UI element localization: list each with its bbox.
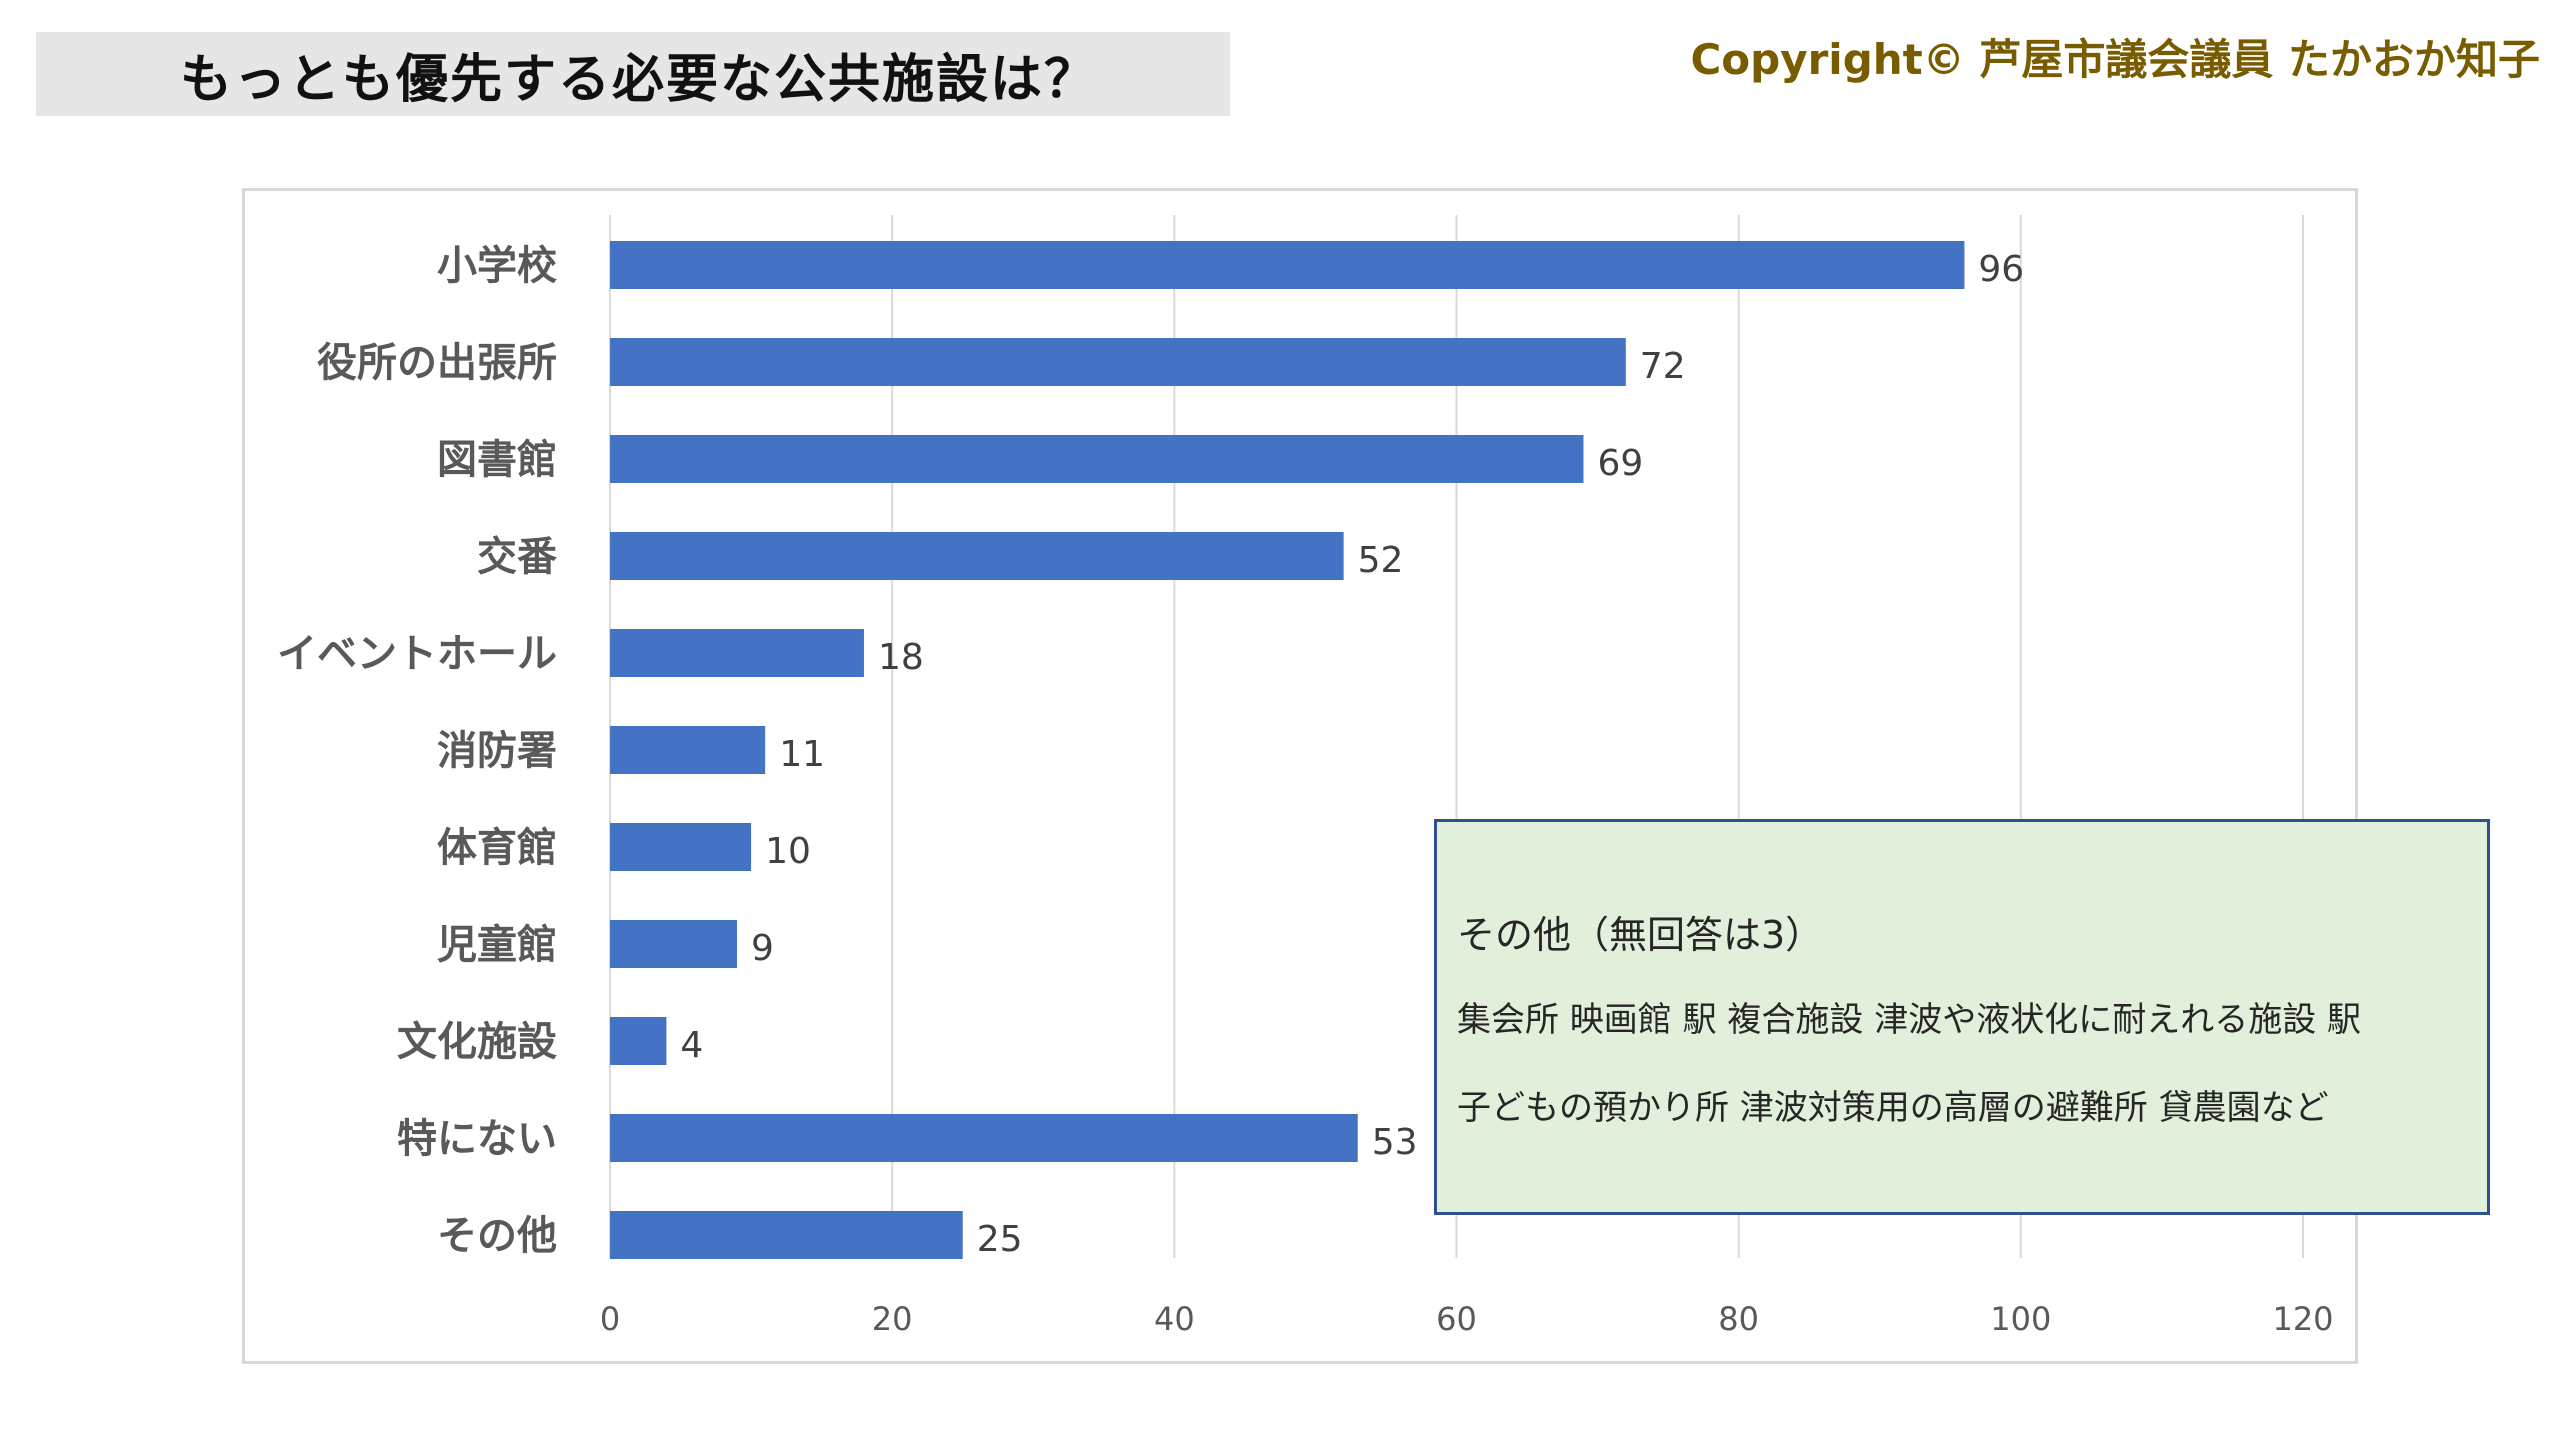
- data-label: 9: [751, 928, 774, 969]
- bar: [610, 435, 1584, 483]
- bar: [610, 1114, 1358, 1162]
- title-banner: もっとも優先する必要な公共施設は？: [36, 32, 1230, 116]
- data-label: 11: [779, 734, 825, 775]
- category-label: その他: [437, 1213, 557, 1259]
- x-tick-label: 40: [1154, 1300, 1195, 1338]
- x-tick-label: 100: [1990, 1300, 2051, 1338]
- data-label: 4: [680, 1025, 703, 1066]
- category-label: 特にない: [397, 1116, 557, 1162]
- copyright-text: Copyright© 芦屋市議会議員 たかおか知子: [1690, 35, 2540, 84]
- bar: [610, 920, 737, 968]
- data-label: 25: [977, 1219, 1023, 1260]
- other-answers-note: その他（無回答は3） 集会所 映画館 駅 複合施設 津波や液状化に耐えれる施設 …: [1434, 819, 2490, 1215]
- data-label: 18: [878, 637, 924, 678]
- note-title: その他（無回答は3）: [1457, 913, 1824, 957]
- x-tick-label: 60: [1436, 1300, 1477, 1338]
- category-label: 小学校: [437, 243, 557, 289]
- bar: [610, 532, 1344, 580]
- data-label: 53: [1372, 1122, 1418, 1163]
- category-label: 児童館: [437, 922, 557, 968]
- category-label: 体育館: [437, 825, 557, 871]
- bar: [610, 338, 1626, 386]
- bar: [610, 823, 752, 871]
- category-label: 文化施設: [397, 1019, 557, 1065]
- x-tick-label: 80: [1718, 1300, 1759, 1338]
- note-line: 集会所 映画館 駅 複合施設 津波や液状化に耐えれる施設 駅: [1457, 1000, 2362, 1040]
- x-tick-label: 0: [600, 1300, 620, 1338]
- data-label: 96: [1978, 249, 2024, 290]
- bar: [610, 241, 1965, 289]
- bar: [610, 1211, 963, 1259]
- data-label: 69: [1597, 443, 1643, 484]
- data-label: 10: [765, 831, 811, 872]
- data-label: 72: [1640, 346, 1686, 387]
- x-tick-label: 20: [872, 1300, 913, 1338]
- category-label: 役所の出張所: [317, 340, 557, 386]
- bars: [610, 241, 1965, 1259]
- category-label: イベントホール: [277, 631, 557, 677]
- page-title: もっとも優先する必要な公共施設は？: [180, 49, 1099, 110]
- bar: [610, 629, 864, 677]
- data-label: 52: [1358, 540, 1404, 581]
- labels: 0 20 40 60 80 100 120 小学校 96 役所の出張所 72 図書館 69 交番 52 イベン…: [277, 243, 2334, 1338]
- category-label: 図書館: [437, 437, 557, 483]
- bar: [610, 726, 766, 774]
- note-line: 子どもの預かり所 津波対策用の高層の避難所 貸農園など: [1457, 1088, 2329, 1128]
- category-label: 交番: [477, 534, 557, 580]
- bar: [610, 1017, 667, 1065]
- x-tick-label: 120: [2272, 1300, 2333, 1338]
- category-label: 消防署: [437, 728, 557, 774]
